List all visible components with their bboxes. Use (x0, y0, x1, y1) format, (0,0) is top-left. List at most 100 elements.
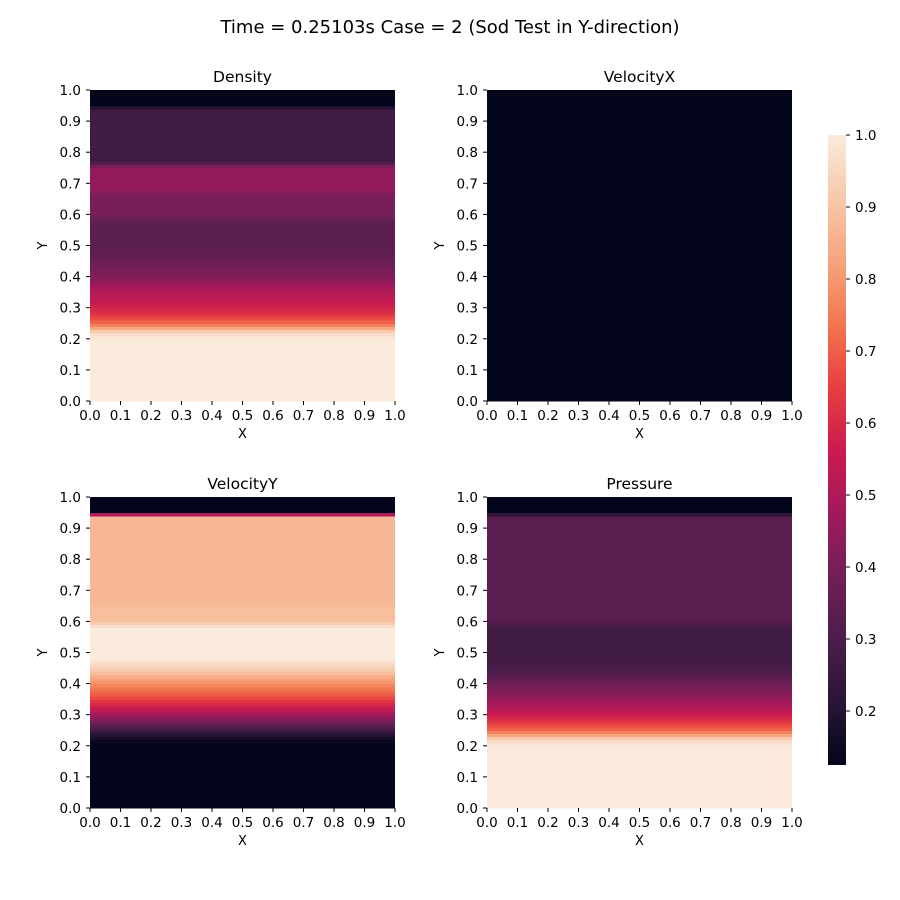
heatmap-cell (487, 99, 792, 104)
y-tick-label: 0.6 (457, 614, 478, 630)
heatmap-cell (487, 795, 792, 800)
x-tick-label: 0.4 (201, 815, 222, 831)
heatmap-cell (487, 780, 792, 784)
y-tick-label: 0.6 (60, 614, 81, 630)
heatmap-cell (487, 198, 792, 203)
heatmap-cell (487, 671, 792, 675)
heatmap-cell (90, 348, 395, 352)
x-tick-label: 1.0 (781, 815, 802, 831)
heatmap-cell (487, 727, 792, 731)
heatmap-cell (90, 385, 395, 390)
heatmap-cell (487, 497, 792, 501)
heatmap-cell (487, 677, 792, 682)
heatmap-cell (90, 593, 395, 598)
heatmap-cell (487, 792, 792, 797)
heatmap-cell (487, 382, 792, 387)
y-axis-label: Y (36, 648, 51, 657)
heatmap-cell (487, 549, 792, 554)
heatmap-cell (90, 773, 395, 778)
heatmap-cell (90, 584, 395, 588)
x-tick-label: 0.0 (79, 408, 100, 424)
heatmap-cell (90, 534, 395, 539)
heatmap-cell (90, 161, 395, 166)
heatmap-cell (487, 742, 792, 747)
heatmap-cell (90, 546, 395, 551)
heatmap-cell (90, 730, 395, 734)
heatmap-cell (487, 512, 792, 517)
heatmap-cell (90, 354, 395, 359)
heatmap-cell (487, 720, 792, 725)
y-tick-label: 1.0 (60, 83, 81, 99)
heatmap-cell (90, 363, 395, 368)
heatmap-cell (487, 279, 792, 284)
heatmap-cell (487, 111, 792, 116)
heatmap-cell (487, 354, 792, 359)
y-tick-label: 0.7 (60, 583, 81, 599)
heatmap-cell (90, 229, 395, 234)
heatmap-cell (487, 674, 792, 678)
heatmap-cell (487, 264, 792, 268)
heatmap-cell (487, 580, 792, 585)
heatmap-cell (90, 351, 395, 355)
colorbar-tick-label: 1.0 (855, 128, 876, 144)
heatmap-cell (487, 158, 792, 163)
heatmap-cell (90, 565, 395, 570)
panel-title: Density (213, 68, 272, 86)
heatmap-cell (487, 114, 792, 119)
heatmap-cell (487, 755, 792, 759)
colorbar-tick-label: 0.2 (855, 704, 876, 720)
heatmap-cell (487, 798, 792, 803)
heatmap-cell (487, 783, 792, 787)
heatmap-cell (487, 391, 792, 396)
heatmap-cell (487, 621, 792, 626)
heatmap-cell (487, 515, 792, 520)
heatmap-cell (90, 298, 395, 303)
heatmap-cell (90, 270, 395, 275)
heatmap-cell (487, 167, 792, 172)
x-tick-label: 0.6 (659, 408, 680, 424)
y-tick-label: 0.2 (457, 739, 478, 755)
heatmap-cell (90, 733, 395, 738)
heatmap-cell (90, 612, 395, 616)
heatmap-cell (487, 127, 792, 132)
heatmap-cell (90, 149, 395, 153)
heatmap-cell (90, 158, 395, 163)
heatmap-cell (90, 273, 395, 278)
x-tick-label: 0.5 (629, 408, 650, 424)
x-axis-label: X (635, 834, 644, 849)
panels: Density 0.0 0.1 0.2 0.3 0.4 0.5 0.6 0.7 0.8 0.9 1.0… (36, 68, 803, 849)
heatmap-cells (90, 497, 395, 809)
heatmap-cell (487, 786, 792, 790)
heatmap-cell (90, 605, 395, 610)
heatmap-cell (487, 537, 792, 542)
heatmap-cell (487, 699, 792, 703)
heatmap-cell (90, 671, 395, 675)
heatmap-cell (90, 357, 395, 362)
heatmap-cell (487, 646, 792, 650)
heatmap-cell (487, 565, 792, 570)
heatmap-cell (487, 574, 792, 579)
x-tick-label: 0.0 (476, 815, 497, 831)
heatmap-cell (90, 770, 395, 775)
heatmap-cell (487, 317, 792, 321)
heatmap-cell (487, 577, 792, 582)
heatmap-cell (90, 323, 395, 327)
x-tick-label: 0.8 (720, 815, 741, 831)
heatmap-cell (487, 186, 792, 191)
colorbar-gradient (828, 135, 846, 765)
heatmap-cell (90, 93, 395, 97)
colorbar-tick-label: 0.3 (855, 632, 876, 648)
heatmap-cell (90, 180, 395, 184)
x-tick-label: 0.2 (537, 408, 558, 424)
heatmap-cell (90, 335, 395, 340)
y-tick-label: 0.3 (60, 708, 81, 724)
heatmap-cell (487, 183, 792, 188)
heatmap-cell (90, 789, 395, 794)
y-tick-label: 0.1 (457, 363, 478, 379)
y-tick-label: 0.2 (60, 739, 81, 755)
heatmap-cell (487, 273, 792, 278)
heatmap-cell (487, 164, 792, 169)
heatmap-cell (90, 767, 395, 772)
heatmap-cell (90, 382, 395, 387)
y-tick-label: 0.8 (457, 145, 478, 161)
